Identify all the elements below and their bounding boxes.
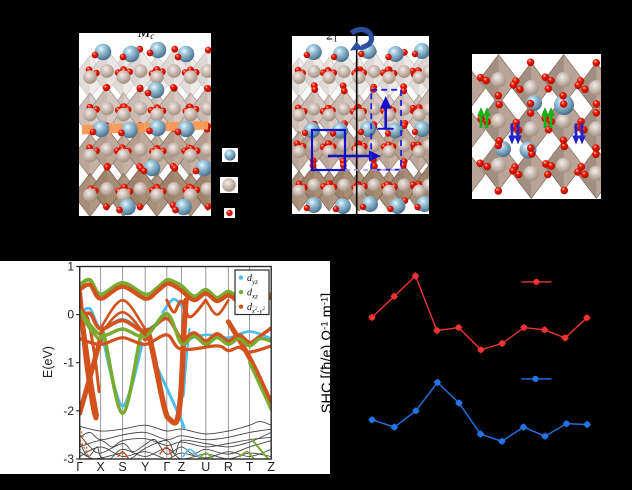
svg-text:Z: Z: [178, 460, 186, 474]
svg-text:Z: Z: [267, 460, 275, 474]
svg-text:dyz: dyz: [247, 273, 258, 286]
svg-text:SHC [(ħ/e) Ω-1 m-1]: SHC [(ħ/e) Ω-1 m-1]: [320, 293, 331, 413]
svg-text:T: T: [246, 460, 254, 474]
svg-text:0: 0: [67, 308, 74, 322]
svg-text:-3: -3: [63, 452, 74, 466]
svg-text:21: 21: [326, 36, 338, 44]
svg-text:R: R: [224, 460, 233, 474]
svg-text:1: 1: [67, 261, 74, 274]
svg-text:-2: -2: [63, 404, 74, 418]
svg-text:U: U: [201, 460, 210, 474]
svg-text:-1: -1: [63, 356, 74, 370]
svg-text:X: X: [96, 460, 105, 474]
svg-text:E(eV): E(eV): [41, 346, 55, 378]
svg-text:S: S: [118, 460, 126, 474]
svg-text:Y: Y: [141, 460, 150, 474]
svg-text:Γ: Γ: [163, 460, 170, 474]
svg-text:dxz: dxz: [247, 288, 258, 301]
svg-text:Mc: Mc: [137, 33, 155, 41]
svg-text:Γ: Γ: [76, 460, 83, 474]
